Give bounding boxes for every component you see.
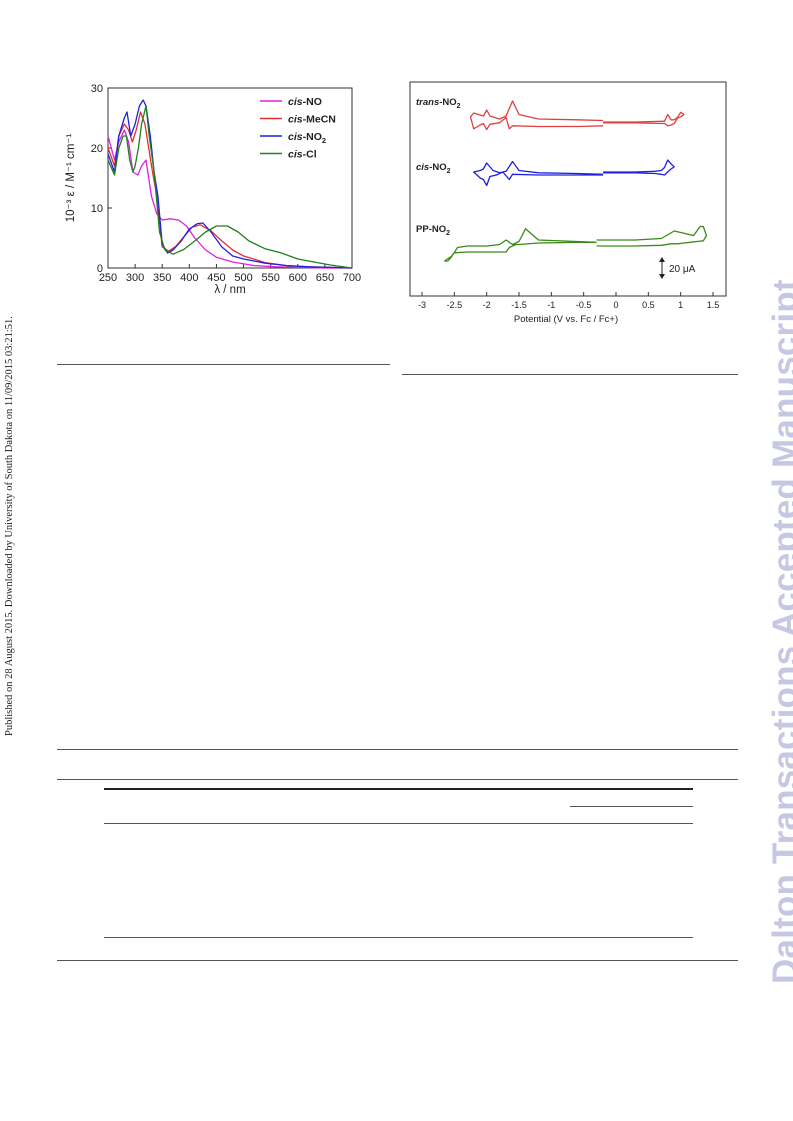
y-axis-label: 10⁻³ ε / M⁻¹ cm⁻¹ [65,134,77,223]
x-tick-label: 0.5 [642,300,655,310]
x-tick-label: 1 [678,300,683,310]
y-tick-label: 0 [97,263,103,275]
section-rule-bottom [57,960,738,961]
section-rule-2 [57,779,738,780]
series-line-cis_NO [107,129,352,269]
cv-trace-PP_NO2-1 [596,225,708,247]
x-tick-label: 350 [153,272,171,284]
accepted-manuscript-watermark: Dalton Transactions Accepted Manuscript [766,279,793,984]
series-line-cis_Cl [107,105,353,269]
legend-label-cis_NO2: cis-NO2 [288,131,326,145]
x-tick-label: -2 [483,300,491,310]
section-rule-top [57,749,738,750]
table-bottom-rule [104,937,693,938]
y-tick-label: 30 [91,83,103,95]
table-subheader-rule [570,806,693,807]
x-tick-label: 0 [613,300,618,310]
table-top-rule [104,788,693,790]
published-line: Published on 28 August 2015. Downloaded … [4,316,15,736]
uv-vis-chart: 250 300 350 400 450 500 550 600 650 700 0 10 20 30 λ /… [65,83,361,293]
legend-label-cis_Cl: cis-Cl [288,149,317,161]
scale-bar-arrow-up [659,257,665,262]
x-axis-label: Potential (V vs. Fc / Fc+) [514,314,618,325]
cv-trace-trans_NO2-1 [603,111,685,127]
plot-frame [409,81,727,297]
x-tick-label: 250 [99,272,117,284]
x-tick-label: 700 [343,272,361,284]
x-tick-label: -3 [418,300,426,310]
x-tick-label: -1 [547,300,555,310]
x-tick-label: 300 [126,272,144,284]
x-tick-label: -2.5 [447,300,463,310]
scale-bar-label: 20 μA [669,264,696,275]
legend-label-cis_MeCN: cis-MeCN [288,114,336,126]
y-tick-label: 20 [91,143,103,155]
figure-rule-left [57,364,390,365]
trace-label-trans_NO2: trans-NO2 [416,97,461,110]
x-tick-label: 600 [289,272,307,284]
legend-label-cis_NO: cis-NO [288,96,322,108]
cv-trace-cis_NO2-1 [603,159,675,176]
x-axis-label: λ / nm [214,284,245,293]
x-tick-label: 400 [180,272,198,284]
y-tick-label: 10 [91,203,103,215]
x-tick-label: 500 [234,272,252,284]
cv-trace-cis_NO2-0 [473,160,604,187]
cv-trace-PP_NO2-0 [443,228,597,262]
trace-label-cis_NO2: cis-NO2 [416,162,451,175]
cv-trace-trans_NO2-0 [469,100,604,131]
x-tick-label: 1.5 [707,300,720,310]
x-tick-label: 650 [316,272,334,284]
table-header-rule [104,823,693,824]
x-tick-label: -1.5 [511,300,527,310]
x-tick-label: -0.5 [576,300,592,310]
cv-chart: -3 -2.5 -2 -1.5 -1 -0.5 0 0.5 1 1.5 Potential (V v… [409,81,727,325]
plot-frame [107,87,353,269]
figure-rule-right [402,374,738,375]
x-tick-label: 550 [261,272,279,284]
trace-label-PP_NO2: PP-NO2 [416,224,450,237]
x-tick-label: 450 [207,272,225,284]
scale-bar-arrow-down [659,274,665,279]
